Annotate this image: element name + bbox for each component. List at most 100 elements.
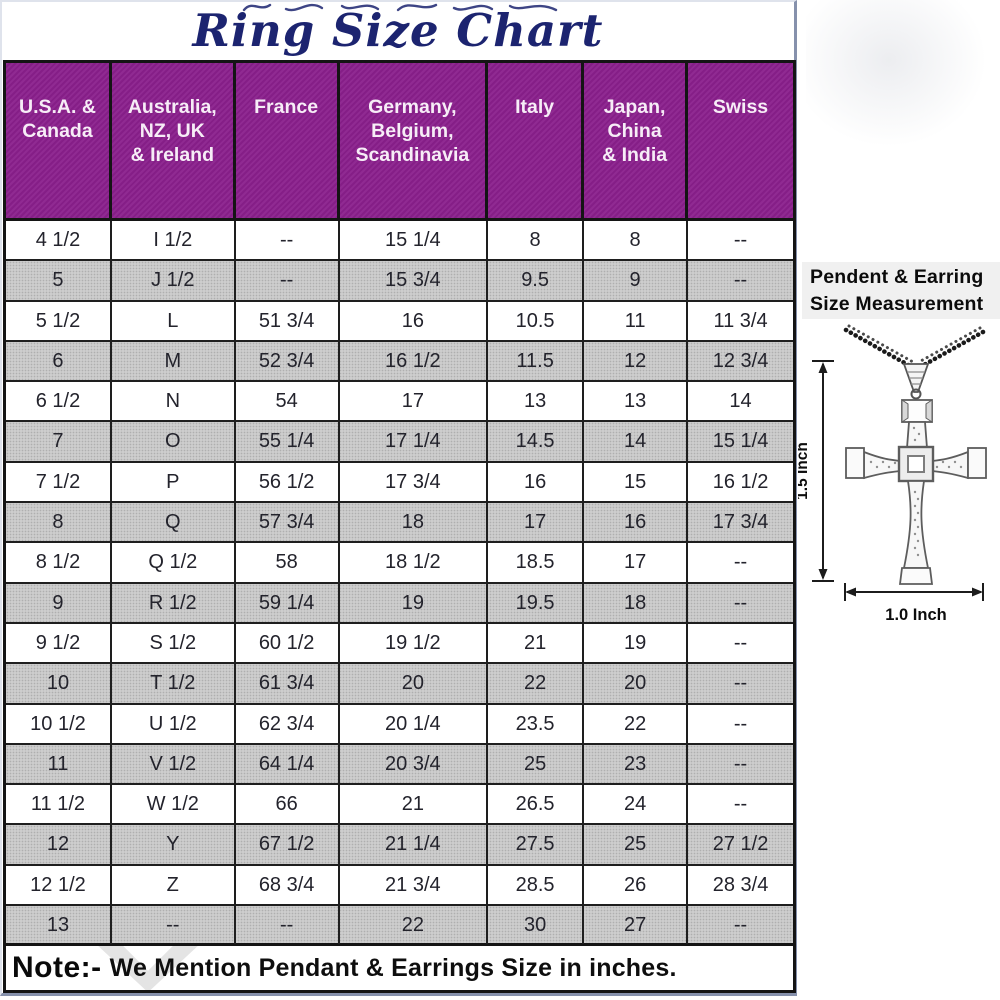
table-row: 4 1/2 I 1/2 -- 15 1/4 8 8 --: [6, 221, 793, 262]
table-cell: 15 1/4: [340, 221, 489, 260]
table-cell: 15: [584, 462, 689, 502]
column-header: Australia, NZ, UK & Ireland: [112, 63, 236, 218]
column-header: Germany, Belgium, Scandinavia: [340, 63, 489, 218]
table-cell: 61 3/4: [236, 664, 340, 703]
table-cell: 26: [584, 865, 689, 905]
panel-heading-line1: Pendent & Earring: [810, 266, 984, 288]
table-cell: 7 1/2: [6, 462, 112, 502]
table-cell: 7: [6, 422, 112, 461]
table-cell: O: [112, 422, 236, 461]
table-cell: 9.5: [488, 261, 585, 300]
pendant-bail-icon: [902, 363, 930, 400]
table-cell: 21 1/4: [340, 825, 489, 864]
table-cell: --: [733, 591, 748, 614]
table-cell: 16: [340, 301, 489, 340]
table-cell: 20: [584, 664, 689, 703]
table-cell: 19: [584, 623, 689, 663]
table-cell: Q: [112, 503, 236, 542]
table-cell: 16 1/2: [340, 341, 489, 381]
table-cell: 8 1/2: [6, 543, 112, 582]
table-row: 7 O 55 1/4 17 1/4 14.5 14 15 1/4: [6, 422, 793, 463]
table-cell: M: [112, 341, 236, 381]
table-cell: 11 1/2: [6, 785, 112, 824]
table-cell: 11: [584, 301, 689, 340]
table-cell: 28 3/4: [712, 873, 769, 896]
table-cell: 14.5: [488, 422, 585, 461]
table-row: 9 1/2 S 1/2 60 1/2 19 1/2 21 19 --: [6, 623, 793, 665]
table-cell: 15 3/4: [340, 261, 489, 300]
table-row: 8 1/2 Q 1/2 58 18 1/2 18.5 17 --: [6, 543, 793, 584]
table-cell: 12: [584, 341, 689, 381]
table-cell: 66: [236, 785, 340, 824]
table-cell: 25: [584, 825, 689, 864]
table-cell: 19: [340, 583, 489, 622]
table-row: 11 1/2 W 1/2 66 21 26.5 24 --: [6, 785, 793, 826]
table-cell: --: [112, 906, 236, 945]
table-cell: 4 1/2: [6, 221, 112, 260]
table-row: 11 V 1/2 64 1/4 20 3/4 25 23 --: [6, 744, 793, 786]
column-header: U.S.A. & Canada: [6, 63, 112, 218]
table-cell: 21 3/4: [340, 865, 489, 905]
table-cell: --: [733, 793, 748, 816]
table-cell: 27: [584, 906, 689, 945]
column-header: Italy: [488, 63, 585, 218]
table-cell: 6 1/2: [6, 382, 112, 421]
table-cell: T 1/2: [112, 664, 236, 703]
table-cell: 11: [6, 744, 112, 784]
table-cell: --: [733, 752, 748, 775]
table-cell: 10 1/2: [6, 704, 112, 743]
table-cell: 18 1/2: [340, 543, 489, 582]
table-cell: 17: [340, 382, 489, 421]
table-cell: 12 1/2: [6, 865, 112, 905]
table-row: 12 Y 67 1/2 21 1/4 27.5 25 27 1/2: [6, 825, 793, 866]
table-cell: --: [733, 672, 748, 695]
width-dimension-label: 1.0 Inch: [885, 606, 946, 624]
table-cell: I 1/2: [112, 221, 236, 260]
width-dimension-arrow: [844, 583, 984, 601]
column-header: Japan, China & India: [584, 63, 689, 218]
table-cell: L: [112, 301, 236, 340]
table-cell: 9 1/2: [6, 623, 112, 663]
table-row: 12 1/2 Z 68 3/4 21 3/4 28.5 26 28 3/4: [6, 865, 793, 907]
table-row: 10 1/2 U 1/2 62 3/4 20 1/4 23.5 22 --: [6, 704, 793, 745]
table-cell: --: [236, 906, 340, 945]
note-label: Note:-: [12, 951, 102, 985]
table-cell: J 1/2: [112, 261, 236, 300]
table-cell: 26.5: [488, 785, 585, 824]
table-row: 6 1/2 N 54 17 13 13 14: [6, 382, 793, 423]
table-cell: 68 3/4: [236, 865, 340, 905]
table-cell: 18: [340, 503, 489, 542]
table-cell: 9: [584, 261, 689, 300]
table-cell: 14: [584, 422, 689, 461]
table-cell: 23.5: [488, 704, 585, 743]
table-cell: 20 3/4: [340, 744, 489, 784]
table-cell: 8: [488, 221, 585, 260]
table-cell: 12: [6, 825, 112, 864]
table-cell: --: [733, 712, 748, 735]
table-cell: N: [112, 382, 236, 421]
table-cell: 13: [584, 382, 689, 421]
note-text: We Mention Pendant & Earrings Size in in…: [109, 953, 677, 982]
table-cell: --: [733, 914, 748, 937]
table-cell: 56 1/2: [236, 462, 340, 502]
pendant-panel-heading: Pendent & Earring Size Measurement: [802, 262, 1000, 319]
table-cell: 28.5: [488, 865, 585, 905]
table-cell: 22: [340, 906, 489, 945]
table-cell: 52 3/4: [236, 341, 340, 381]
table-cell: 57 3/4: [236, 503, 340, 542]
table-cell: 17 3/4: [712, 511, 769, 534]
table-cell: U 1/2: [112, 704, 236, 743]
table-cell: 6: [6, 341, 112, 381]
table-cell: V 1/2: [112, 744, 236, 784]
column-header: Swiss: [712, 96, 769, 118]
table-cell: S 1/2: [112, 623, 236, 663]
table-cell: 12 3/4: [712, 349, 769, 372]
cross-body-icon: [845, 399, 987, 585]
table-cell: 17 3/4: [340, 462, 489, 502]
ring-size-chart-sheet: Ring Size Chart U.S.A. & Canada Australia…: [0, 0, 797, 996]
table-cell: 13: [6, 906, 112, 945]
table-cell: 20: [340, 664, 489, 703]
table-cell: 18.5: [488, 543, 585, 582]
